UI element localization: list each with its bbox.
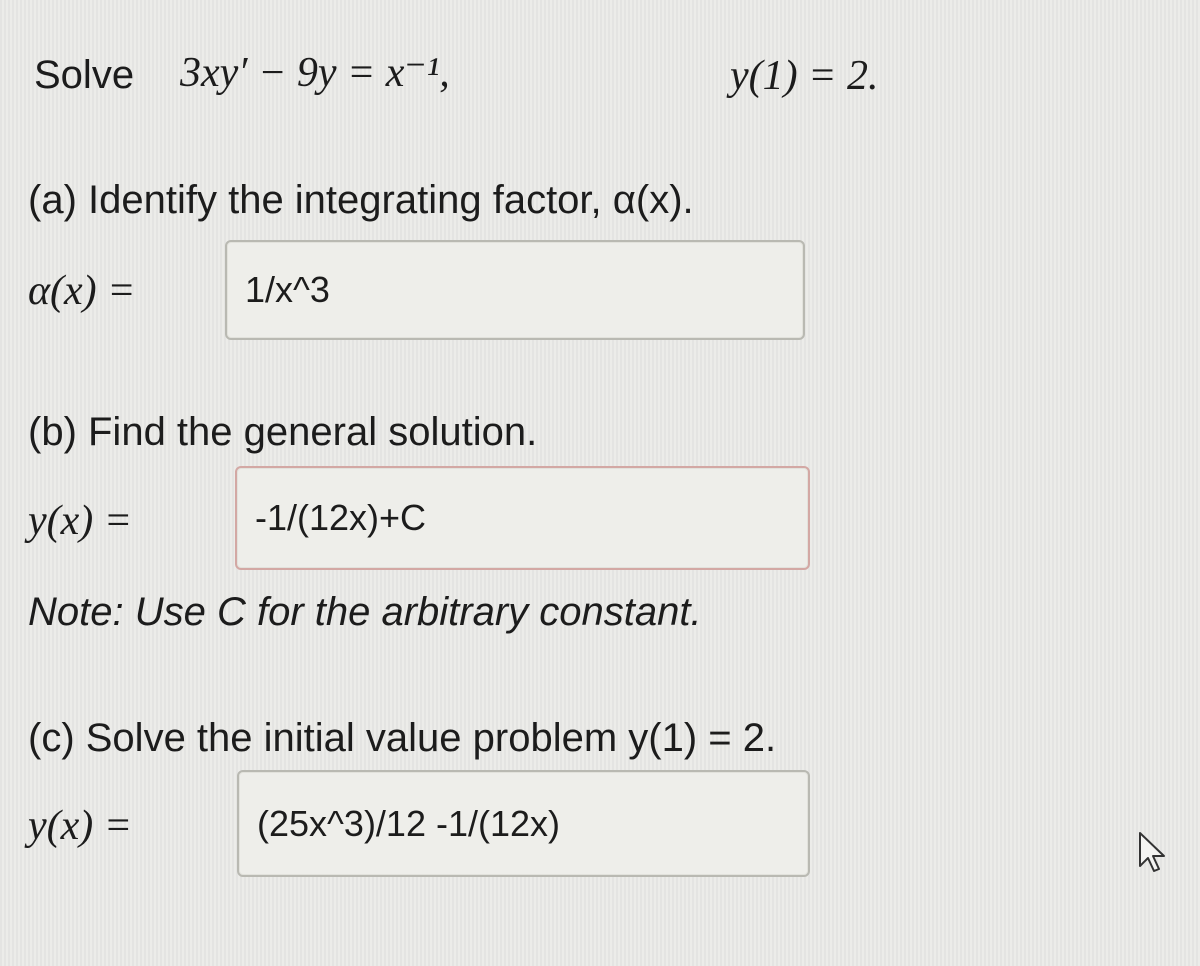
part-a-answer-label: α(x) = [28,268,136,314]
part-b-prompt: (b) Find the general solution. [28,410,538,454]
part-c-answer-label: y(x) = [28,803,133,849]
solve-label: Solve [34,53,135,97]
part-b-answer-label: y(x) = [28,498,133,544]
initial-condition: y(1) = 2. [730,53,879,99]
part-a-prompt: (a) Identify the integrating factor, α(x… [28,178,694,222]
mouse-cursor [1139,832,1165,872]
equation: 3xy′ − 9y = x⁻¹, [180,50,450,96]
part-a-answer-box[interactable]: 1/x^3 [225,240,805,340]
part-c-answer-box[interactable]: (25x^3)/12 -1/(12x) [237,770,810,877]
part-b-answer-box[interactable]: -1/(12x)+C [235,466,810,570]
part-c-prompt: (c) Solve the initial value problem y(1)… [28,716,777,760]
part-b-note: Note: Use C for the arbitrary constant. [28,590,702,634]
